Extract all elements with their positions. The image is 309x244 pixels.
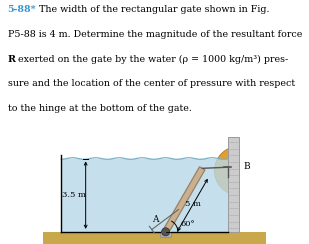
- Circle shape: [162, 228, 170, 236]
- Text: 5-88*: 5-88*: [8, 5, 36, 14]
- Polygon shape: [163, 167, 205, 233]
- Polygon shape: [61, 159, 228, 232]
- Text: 60°: 60°: [180, 220, 195, 228]
- Text: 3.5 m: 3.5 m: [61, 191, 85, 199]
- Text: The width of the rectangular gate shown in Fig.: The width of the rectangular gate shown …: [33, 5, 269, 14]
- Polygon shape: [214, 146, 239, 195]
- Polygon shape: [44, 232, 265, 244]
- Text: B: B: [243, 162, 250, 171]
- Text: R: R: [8, 54, 16, 63]
- Text: exerted on the gate by the water (ρ = 1000 kg/m³) pres-: exerted on the gate by the water (ρ = 10…: [15, 54, 288, 64]
- Polygon shape: [228, 137, 239, 232]
- Text: 5 m: 5 m: [185, 200, 201, 208]
- Text: P5-88 is 4 m. Determine the magnitude of the resultant force: P5-88 is 4 m. Determine the magnitude of…: [8, 30, 302, 39]
- Polygon shape: [160, 232, 171, 237]
- Text: to the hinge at the bottom of the gate.: to the hinge at the bottom of the gate.: [8, 104, 192, 113]
- Text: sure and the location of the center of pressure with respect: sure and the location of the center of p…: [8, 79, 295, 88]
- Text: A: A: [152, 215, 159, 224]
